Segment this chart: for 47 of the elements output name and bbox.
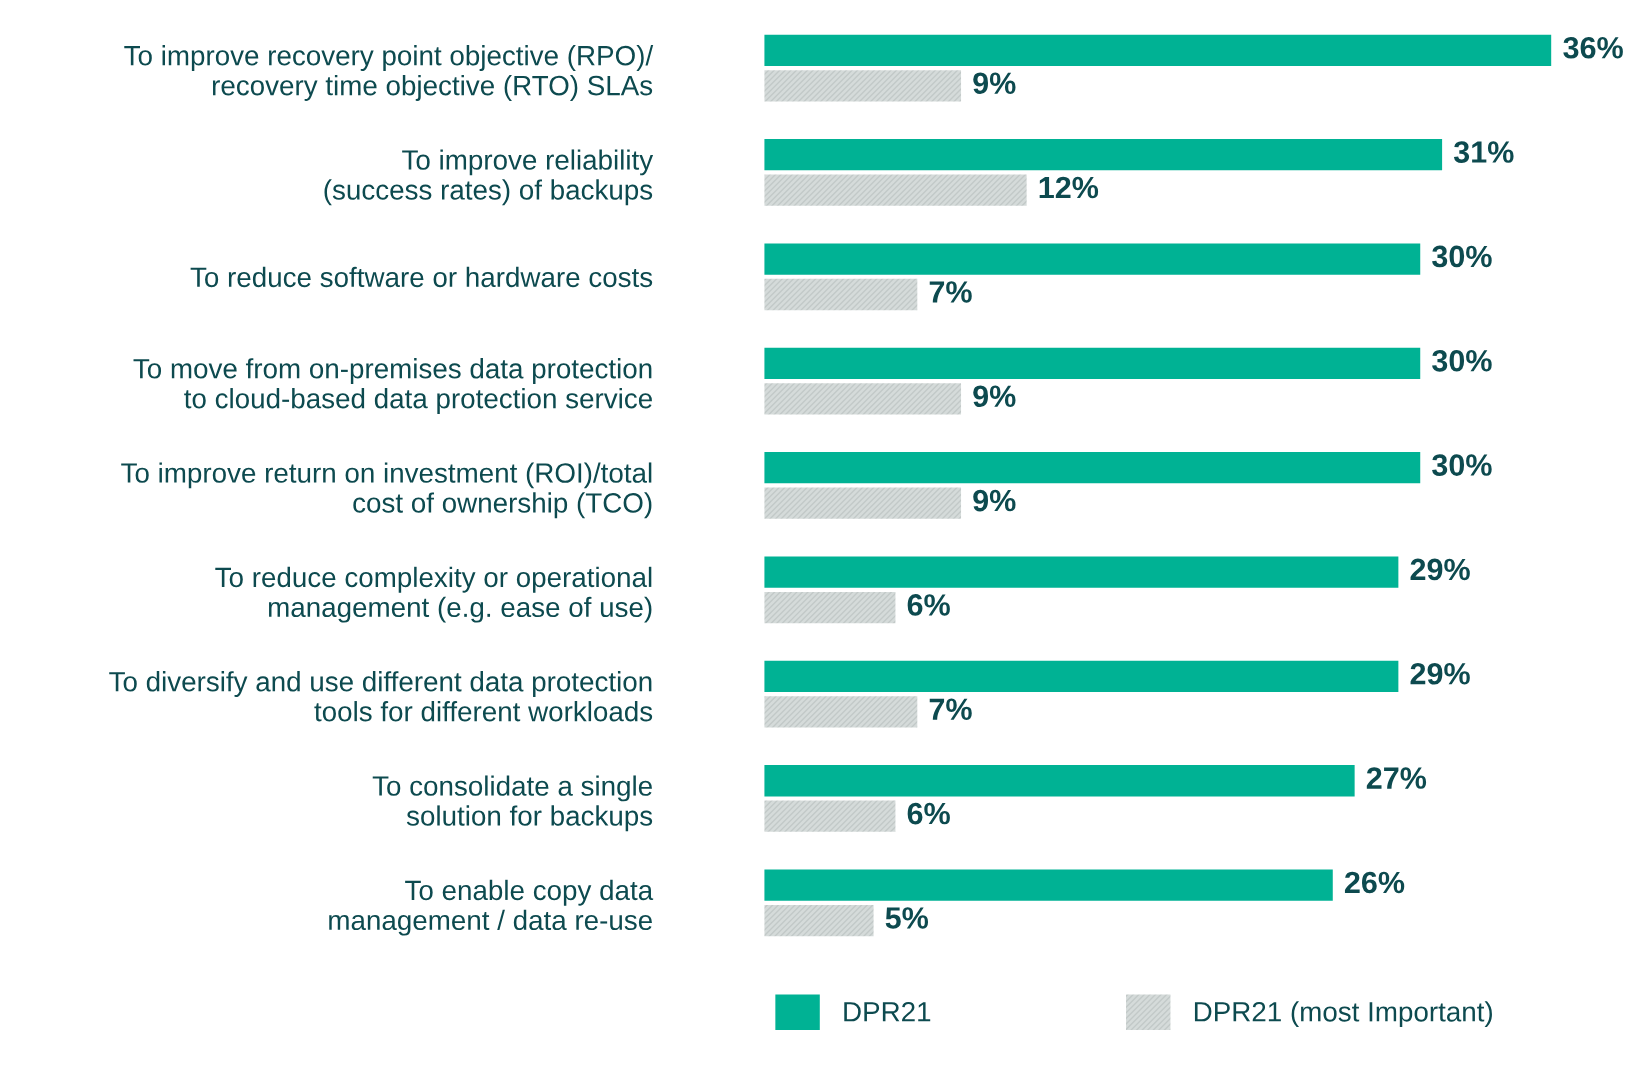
bar [764,800,896,832]
y-tick-label: To enable copy data management / data re-use [329,879,654,936]
data-label: 5% [885,907,929,929]
bar [764,139,1443,171]
data-label: 29% [1410,662,1470,685]
bar [764,487,962,519]
data-label: 26% [1344,871,1405,894]
bar [764,556,1399,588]
y-tick-label: To consolidate a single solution for backups [372,775,653,832]
data-label: 6% [907,802,950,825]
y-tick-label: To reduce software or hardware costs [190,266,653,288]
y-tick-label: To diversify and use different data protection tools for different workloads [109,671,653,722]
data-label: 9% [973,489,1016,512]
y-tick-label: To improve return on investment (ROI)/total cost of ownership (TCO) [121,462,652,519]
data-label: 6% [907,594,950,616]
data-label: 30% [1432,349,1492,372]
bar [764,765,1355,797]
y-tick-label: To improve recovery point objective (RPO)/ recovery time objective (RTO) SLAs [124,45,654,101]
bar [764,904,874,937]
bar [764,452,1421,484]
bar [764,347,1421,380]
bar [764,70,962,102]
legend-label: DPR21 [844,1001,931,1022]
data-label: 30% [1432,245,1492,268]
data-label: 29% [1410,558,1470,581]
y-tick-label: To improve reliability (success rates) of backups [324,149,654,206]
bar [764,660,1399,693]
bar [764,383,962,415]
y-tick-label: To reduce complexity or operational management (e.g. ease of use) [215,566,652,623]
bar [764,34,1552,67]
bar [764,591,896,624]
legend-label: DPR21 (most Important) [1194,1001,1492,1028]
bar [764,278,918,311]
data-label: 12% [1039,176,1099,199]
data-label: 7% [929,698,972,721]
bar [764,174,1027,206]
bar [764,869,1333,901]
y-tick-label: To move from on-premises data protection to cloud-based data protection service [133,358,652,414]
bar [764,696,918,728]
data-label: 27% [1366,767,1427,789]
data-label: 9% [973,385,1016,408]
data-label: 30% [1432,454,1492,476]
bar [764,243,1421,275]
data-label: 36% [1563,36,1623,59]
data-label: 9% [973,72,1016,95]
data-label: 7% [929,281,972,303]
data-label: 31% [1453,141,1514,163]
